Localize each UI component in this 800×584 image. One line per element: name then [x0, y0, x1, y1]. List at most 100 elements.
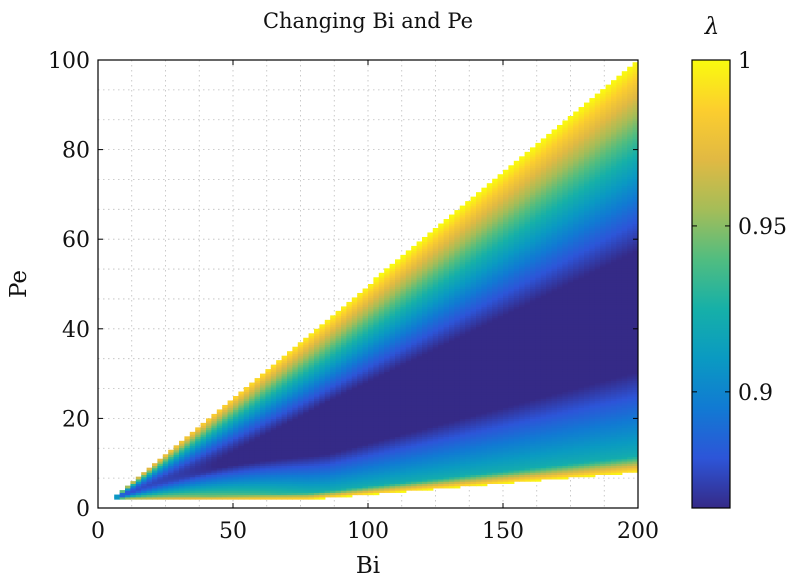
heatmap-cell — [152, 463, 158, 467]
heatmap-cell — [314, 463, 320, 467]
heatmap-cell — [254, 454, 261, 458]
heatmap-cell — [373, 331, 380, 334]
heatmap-cell — [470, 404, 477, 408]
heatmap-cell — [243, 485, 250, 489]
heatmap-cell — [395, 315, 401, 319]
heatmap-cell — [276, 418, 283, 422]
heatmap-cell — [357, 396, 364, 399]
heatmap-cell — [308, 369, 315, 372]
heatmap-cell — [438, 250, 445, 254]
heatmap-cell — [281, 407, 288, 411]
heatmap-cell — [351, 404, 358, 408]
heatmap-cell — [422, 382, 428, 386]
heatmap-cell — [362, 328, 369, 332]
heatmap-cell — [249, 467, 256, 471]
heatmap-cell — [422, 440, 428, 444]
heatmap-cell — [346, 373, 353, 377]
heatmap-cell — [233, 402, 239, 406]
heatmap-cell — [351, 438, 358, 442]
heatmap-cell — [454, 427, 461, 431]
heatmap-cell — [486, 355, 493, 359]
heatmap-cell — [395, 422, 401, 426]
heatmap-cell — [303, 440, 310, 444]
heatmap-cell — [486, 348, 493, 352]
heatmap-cell — [459, 340, 466, 343]
heatmap-cell — [454, 447, 461, 451]
heatmap-cell — [141, 478, 148, 482]
heatmap-cell — [184, 481, 191, 484]
heatmap-cell — [422, 407, 428, 411]
heatmap-cell — [492, 400, 499, 404]
heatmap-cell — [432, 387, 439, 390]
heatmap-cell — [184, 454, 191, 458]
heatmap-cell — [416, 369, 423, 372]
heatmap-cell — [249, 496, 256, 500]
heatmap-cell — [481, 425, 488, 428]
heatmap-cell — [427, 340, 434, 343]
heatmap-cell — [335, 340, 342, 343]
heatmap-cell — [335, 337, 342, 341]
heatmap-cell — [233, 458, 239, 462]
heatmap-cell — [260, 420, 266, 424]
heatmap-cell — [168, 481, 175, 484]
heatmap-cell — [222, 456, 229, 460]
heatmap-cell — [314, 398, 320, 402]
heatmap-cell — [492, 425, 499, 428]
heatmap-cell — [389, 357, 396, 361]
heatmap-cell — [308, 478, 315, 482]
heatmap-cell — [373, 299, 380, 303]
heatmap-cell — [465, 362, 472, 366]
heatmap-cell — [254, 429, 261, 433]
heatmap-cell — [416, 474, 423, 478]
heatmap-cell — [411, 317, 418, 321]
heatmap-cell — [314, 483, 320, 487]
heatmap-cell — [486, 476, 493, 480]
heatmap-cell — [335, 472, 342, 475]
heatmap-cell — [297, 366, 304, 370]
heatmap-cell — [405, 487, 412, 491]
heatmap-cell — [470, 263, 477, 267]
heatmap-cell — [427, 234, 434, 238]
heatmap-cell — [341, 396, 347, 399]
heatmap-cell — [146, 483, 153, 487]
heatmap-cell — [254, 431, 261, 435]
heatmap-cell — [211, 443, 218, 446]
heatmap-cell — [276, 400, 283, 404]
heatmap-cell — [341, 429, 347, 433]
heatmap-cell — [384, 335, 391, 339]
heatmap-cell — [351, 402, 358, 406]
heatmap-cell — [297, 411, 304, 415]
heatmap-cell — [449, 257, 455, 260]
heatmap-cell — [254, 427, 261, 431]
heatmap-cell — [492, 391, 499, 395]
heatmap-cell — [292, 362, 299, 366]
heatmap-cell — [416, 326, 423, 330]
heatmap-cell — [486, 416, 493, 419]
heatmap-cell — [351, 447, 358, 451]
heatmap-cell — [443, 279, 450, 283]
heatmap-cell — [486, 447, 493, 451]
heatmap-cell — [486, 317, 493, 321]
heatmap-cell — [454, 250, 461, 254]
heatmap-cell — [449, 261, 455, 265]
heatmap-cell — [319, 389, 326, 393]
heatmap-cell — [389, 364, 396, 368]
heatmap-cell — [416, 284, 423, 287]
heatmap-cell — [389, 353, 396, 357]
heatmap-cell — [476, 458, 482, 462]
heatmap-cell — [422, 452, 428, 455]
heatmap-cell — [400, 317, 407, 321]
heatmap-cell — [378, 456, 385, 460]
heatmap-cell — [443, 384, 450, 388]
heatmap-cell — [492, 463, 499, 467]
heatmap-cell — [438, 239, 445, 243]
heatmap-cell — [465, 420, 472, 424]
heatmap-cell — [341, 306, 347, 310]
heatmap-cell — [443, 436, 450, 440]
heatmap-cell — [476, 478, 482, 482]
heatmap-cell — [227, 404, 234, 408]
heatmap-cell — [432, 485, 439, 489]
heatmap-cell — [459, 371, 466, 375]
heatmap-cell — [492, 313, 499, 316]
heatmap-cell — [465, 203, 472, 207]
